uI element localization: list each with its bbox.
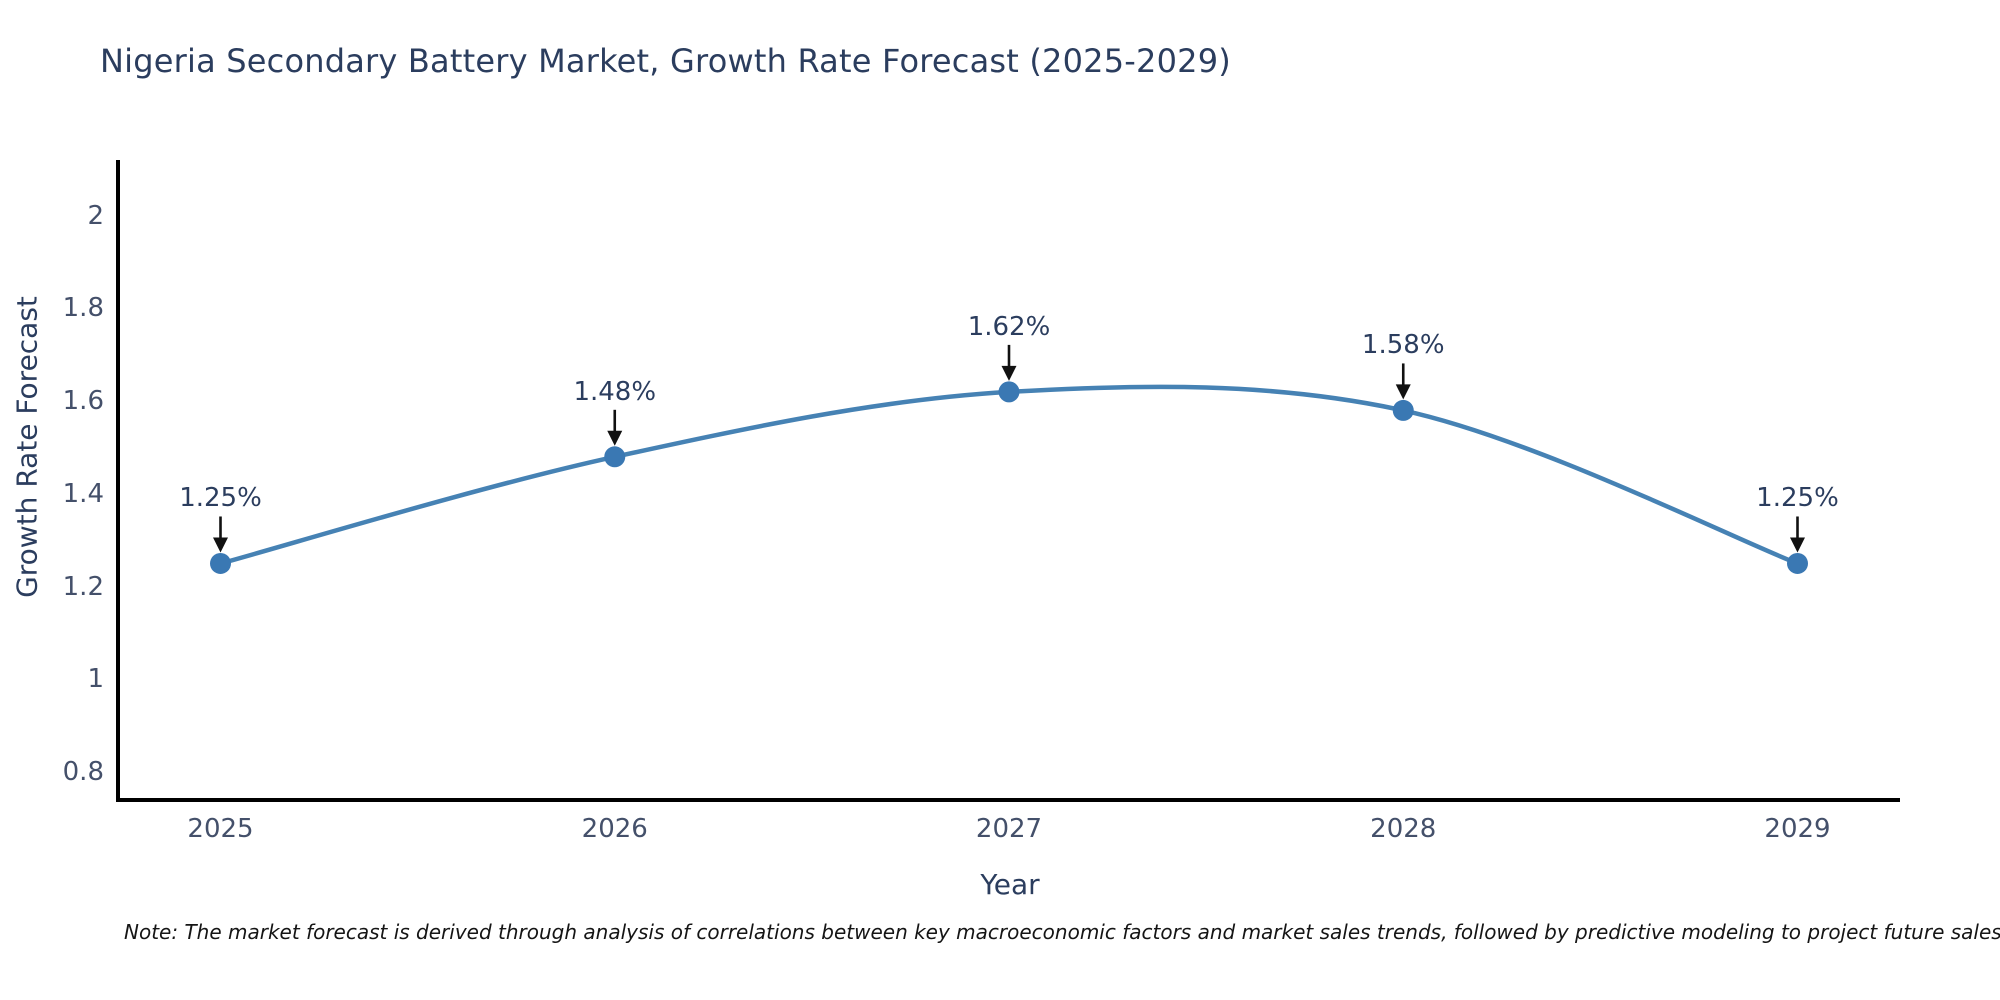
annotation-arrowhead — [607, 430, 623, 446]
x-tick-label: 2027 — [975, 814, 1043, 844]
data-point-marker — [210, 552, 232, 574]
point-value-label: 1.25% — [179, 483, 262, 514]
annotation-arrowhead — [1395, 384, 1411, 400]
y-tick-label: 1 — [87, 664, 104, 695]
y-tick-label: 1.4 — [62, 478, 104, 509]
x-tick-label: 2029 — [1764, 814, 1831, 844]
y-tick-label: 2 — [87, 200, 104, 231]
point-value-label: 1.25% — [1756, 483, 1839, 514]
x-tick-label: 2026 — [581, 814, 648, 844]
data-point-marker — [1786, 552, 1808, 574]
data-point-marker — [1392, 399, 1414, 421]
x-tick-label: 2028 — [1370, 814, 1437, 844]
point-value-label: 1.48% — [573, 376, 657, 407]
y-tick-label: 1.2 — [62, 571, 104, 602]
point-value-label: 1.58% — [1361, 330, 1445, 361]
y-tick-label: 0.8 — [62, 757, 104, 788]
x-axis-title: Year — [980, 868, 1040, 901]
data-point-marker — [604, 446, 626, 468]
annotation-arrowhead — [213, 537, 229, 553]
annotation-arrowhead — [1789, 537, 1805, 553]
y-tick-label: 1.6 — [62, 386, 104, 417]
annotation-arrowhead — [1001, 365, 1017, 381]
chart-title: Nigeria Secondary Battery Market, Growth… — [100, 42, 1231, 80]
y-tick-label: 1.8 — [62, 293, 104, 324]
point-value-label: 1.62% — [967, 311, 1051, 342]
data-point-marker — [998, 381, 1020, 403]
x-tick-label: 2025 — [187, 814, 254, 844]
footnote: Note: The market forecast is derived thr… — [124, 920, 2000, 944]
series-line — [219, 384, 1799, 566]
